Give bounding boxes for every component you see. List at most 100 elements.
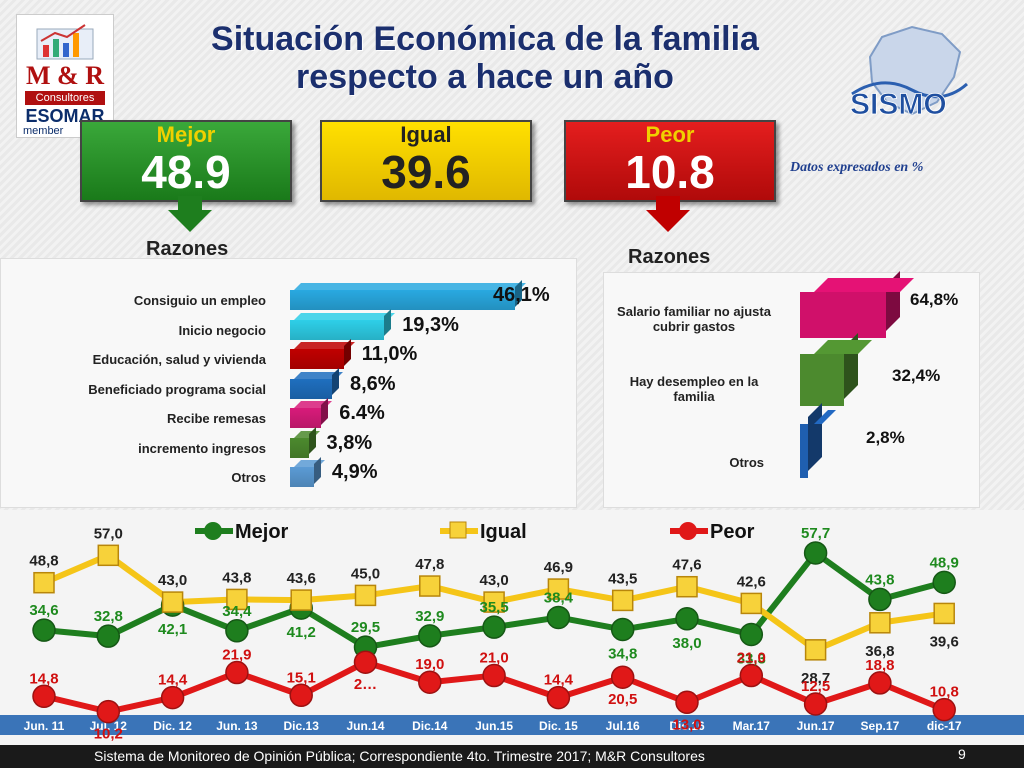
data-label-igual: 57,0 bbox=[94, 525, 123, 542]
reason-label: Beneficiado programa social bbox=[88, 381, 266, 397]
razones-mejor-label: Razones bbox=[146, 238, 229, 260]
data-label-igual: 39,6 bbox=[930, 633, 959, 650]
mejor-summary-box: Mejor 48.9 bbox=[80, 120, 292, 202]
data-label-igual: 43,8 bbox=[222, 569, 251, 586]
mejor-point bbox=[546, 605, 571, 630]
data-label-peor: 14,8 bbox=[29, 670, 58, 687]
peor-point bbox=[868, 671, 892, 695]
x-tick-label: Dic.16 bbox=[669, 719, 705, 733]
legend-marker bbox=[679, 522, 697, 540]
reason-bar bbox=[290, 290, 515, 310]
igual-value: 39.6 bbox=[381, 146, 471, 198]
reason-value: 3,8% bbox=[326, 431, 373, 454]
data-label-peor: 14,4 bbox=[158, 672, 188, 689]
reason-bar bbox=[290, 319, 385, 340]
data-label-igual: 45,0 bbox=[351, 565, 380, 582]
logo-brand: M & R bbox=[26, 61, 104, 90]
reason-bar bbox=[290, 349, 344, 369]
igual-point bbox=[419, 575, 441, 597]
igual-summary-box: Igual 39.6 bbox=[320, 120, 532, 202]
x-tick-label: Dic. 15 bbox=[539, 719, 578, 733]
mejor-point bbox=[675, 607, 699, 631]
mejor-arrow-icon bbox=[168, 196, 212, 232]
reason-bar bbox=[290, 437, 309, 458]
mejor-point bbox=[418, 624, 442, 648]
legend-marker bbox=[449, 521, 467, 539]
data-label-peor: 19,0 bbox=[415, 656, 444, 673]
data-label-peor: 2… bbox=[354, 676, 377, 693]
igual-point bbox=[97, 544, 120, 567]
data-label-mejor: 42,1 bbox=[158, 621, 187, 638]
peor-point bbox=[803, 692, 828, 716]
data-label-mejor: 48,9 bbox=[930, 554, 959, 571]
data-label-mejor: 34,8 bbox=[608, 645, 637, 662]
page-number: 9 bbox=[958, 746, 966, 762]
legend-label: Mejor bbox=[235, 521, 289, 543]
title-line-1: Situación Económica de la familia bbox=[211, 20, 759, 58]
data-label-igual: 43,0 bbox=[158, 572, 187, 589]
x-tick-label: Mar.17 bbox=[733, 719, 771, 733]
data-units-note: Datos expresados en % bbox=[790, 160, 924, 175]
sismo-wordmark: SISMO bbox=[850, 88, 947, 121]
data-label-peor: 21,0 bbox=[737, 650, 766, 667]
reason-bar bbox=[290, 467, 314, 487]
igual-point bbox=[354, 584, 377, 607]
igual-point bbox=[804, 639, 827, 661]
title-line-2: respecto a hace un año bbox=[296, 58, 674, 96]
peor-point bbox=[932, 697, 956, 722]
peor-reason-label: Otros bbox=[729, 455, 764, 470]
data-label-mejor: 38,4 bbox=[544, 589, 574, 606]
reason-value: 8,6% bbox=[349, 372, 396, 395]
footer-bar bbox=[0, 745, 1024, 768]
data-label-mejor: 33,3 bbox=[737, 650, 766, 667]
x-tick-label: Jun.14 bbox=[346, 719, 384, 733]
reason-bar-top bbox=[293, 312, 395, 320]
peor-point bbox=[610, 665, 635, 689]
data-label-peor: 21,0 bbox=[479, 650, 508, 667]
trend-line-chart: Jun. 11 Jul. 12 Dic. 12 Jun. 13 Dic.13 Jun.14… bbox=[0, 521, 1024, 743]
data-label-igual: 28,7 bbox=[801, 670, 830, 687]
mejor-value: 48.9 bbox=[141, 146, 231, 198]
reason-bar bbox=[290, 408, 322, 428]
reason-label: Consiguio un empleo bbox=[133, 293, 266, 308]
peor-reason-bar bbox=[800, 292, 886, 338]
x-tick-label: Jun. 11 bbox=[24, 719, 65, 733]
mejor-label: Mejor bbox=[156, 122, 216, 147]
mejor-point bbox=[932, 570, 956, 595]
logo-member: member bbox=[23, 125, 64, 137]
peor-point bbox=[225, 660, 249, 685]
data-label-peor: 12,5 bbox=[801, 678, 830, 695]
reason-label: incremento ingresos bbox=[138, 440, 266, 456]
igual-point bbox=[869, 612, 891, 634]
reason-value: 11,0% bbox=[361, 343, 418, 365]
peor-point bbox=[353, 650, 378, 674]
legend-label: Peor bbox=[710, 521, 755, 543]
peor-reason-bar bbox=[800, 354, 844, 406]
data-label-igual: 43,6 bbox=[287, 570, 316, 587]
reason-value: 46,1% bbox=[493, 284, 550, 306]
peor-label: Peor bbox=[645, 122, 695, 147]
footer-text: Sistema de Monitoreo de Opinión Pública;… bbox=[94, 748, 705, 764]
reason-label: Recibe remesas bbox=[166, 411, 266, 426]
reason-value: 19,3% bbox=[402, 313, 459, 336]
data-label-peor: 15,1 bbox=[287, 669, 316, 686]
peor-point bbox=[739, 663, 764, 688]
logo-chart-icon bbox=[36, 24, 94, 60]
legend-label: Igual bbox=[480, 521, 527, 543]
peor-reason-value: 2,8% bbox=[866, 428, 905, 447]
reason-label: Otros bbox=[231, 470, 266, 485]
data-label-mejor: 34,4 bbox=[222, 603, 252, 620]
peor-point bbox=[675, 690, 699, 715]
peor-reason-bar bbox=[800, 424, 808, 478]
igual-point bbox=[547, 578, 570, 600]
peor-summary-box: Peor 10.8 bbox=[564, 120, 776, 202]
peor-reason-value: 32,4% bbox=[892, 366, 941, 385]
data-label-igual: 42,6 bbox=[737, 573, 766, 590]
mejor-point bbox=[96, 624, 121, 648]
peor-reason-label: Hay desempleo en la familia bbox=[629, 374, 759, 404]
mejor-point bbox=[868, 587, 892, 612]
x-tick-label: Jul. 12 bbox=[90, 719, 128, 733]
x-tick-label: dic-17 bbox=[927, 719, 962, 733]
peor-point bbox=[289, 683, 313, 708]
igual-point bbox=[226, 588, 248, 611]
